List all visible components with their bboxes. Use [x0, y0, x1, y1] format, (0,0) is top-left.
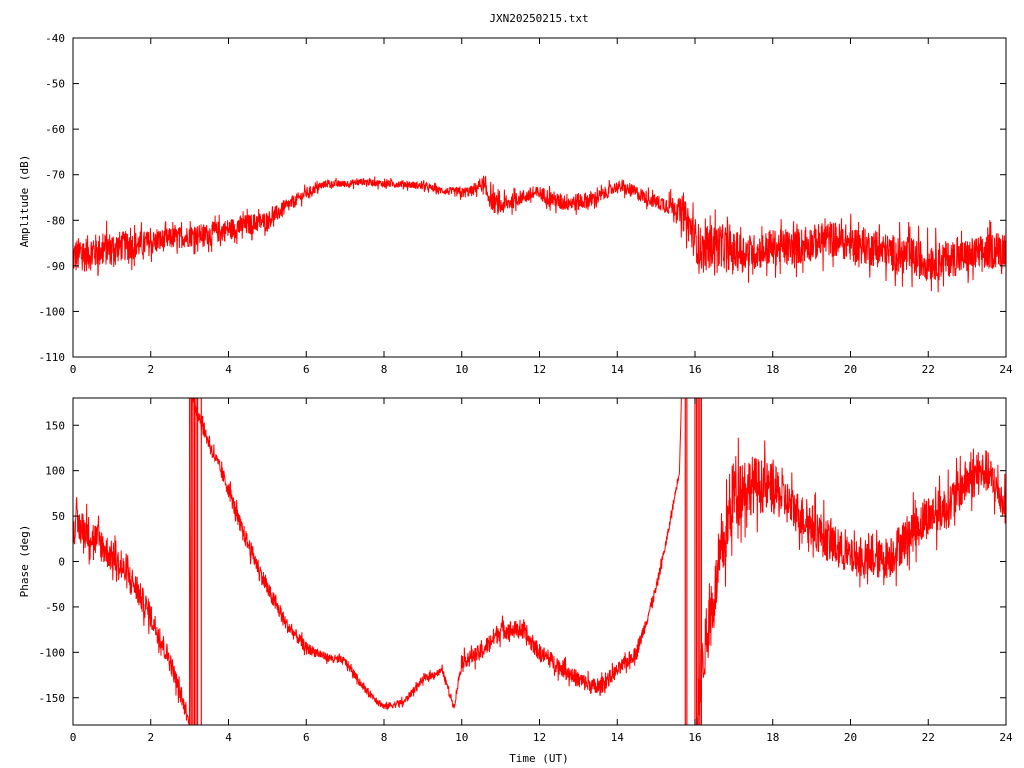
x-tick-label: 14 — [611, 731, 625, 744]
x-tick-label: 14 — [611, 363, 625, 376]
x-tick-label: 8 — [381, 363, 388, 376]
x-tick-label: 12 — [533, 363, 546, 376]
y-tick-label: 100 — [45, 465, 65, 478]
y-tick-label: -90 — [45, 260, 65, 273]
x-tick-label: 6 — [303, 363, 310, 376]
y-tick-label: 150 — [45, 419, 65, 432]
x-tick-label: 20 — [844, 731, 857, 744]
y-tick-label: -150 — [39, 692, 66, 705]
y-tick-label: -110 — [39, 351, 66, 364]
x-tick-label: 22 — [922, 731, 935, 744]
y-tick-label: -60 — [45, 123, 65, 136]
amplitude-panel: Amplitude (dB) 0 2 4 6 8 10 12 14 16 18 20 22 24-40-… — [18, 32, 1013, 376]
x-tick-label: 12 — [533, 731, 546, 744]
series-line-1 — [696, 437, 1006, 725]
x-tick-label: 10 — [455, 363, 468, 376]
data-series-group — [73, 175, 1006, 293]
x-tick-label: 20 — [844, 363, 857, 376]
y-tick-label: -80 — [45, 214, 65, 227]
x-tick-label: 24 — [999, 731, 1013, 744]
chart-title: JXN20250215.txt — [489, 12, 588, 25]
x-tick-label: 18 — [766, 363, 779, 376]
phase-panel: Phase (deg) Time (UT) 0 2 4 6 8 10 12 14 16 18 20 2… — [18, 397, 1013, 765]
amplitude-y-axis-label: Amplitude (dB) — [18, 155, 31, 248]
y-tick-label: 0 — [58, 556, 65, 569]
x-tick-label: 18 — [766, 731, 779, 744]
phase-x-axis-label: Time (UT) — [509, 752, 569, 765]
y-tick-label: -50 — [45, 78, 65, 91]
y-tick-label: -100 — [39, 646, 66, 659]
x-tick-label: 0 — [70, 731, 77, 744]
x-tick-label: 2 — [147, 731, 154, 744]
x-tick-label: 6 — [303, 731, 310, 744]
y-tick-label: -50 — [45, 601, 65, 614]
series-line-0 — [73, 175, 1006, 293]
y-tick-label: -70 — [45, 169, 65, 182]
x-tick-label: 8 — [381, 731, 388, 744]
x-tick-label: 16 — [688, 731, 701, 744]
x-tick-label: 10 — [455, 731, 468, 744]
data-series-group — [73, 398, 1006, 725]
series-line-0 — [73, 398, 682, 725]
x-tick-label: 24 — [999, 363, 1013, 376]
plot-frame — [72, 37, 1007, 358]
x-tick-label: 0 — [70, 363, 77, 376]
x-tick-label: 4 — [225, 731, 232, 744]
x-tick-label: 22 — [922, 363, 935, 376]
y-tick-label: -100 — [39, 305, 66, 318]
x-tick-label: 4 — [225, 363, 232, 376]
phase-y-axis-label: Phase (deg) — [18, 525, 31, 598]
y-tick-label: 50 — [52, 510, 65, 523]
x-tick-label: 2 — [147, 363, 154, 376]
y-tick-label: -40 — [45, 32, 65, 45]
x-tick-label: 16 — [688, 363, 701, 376]
